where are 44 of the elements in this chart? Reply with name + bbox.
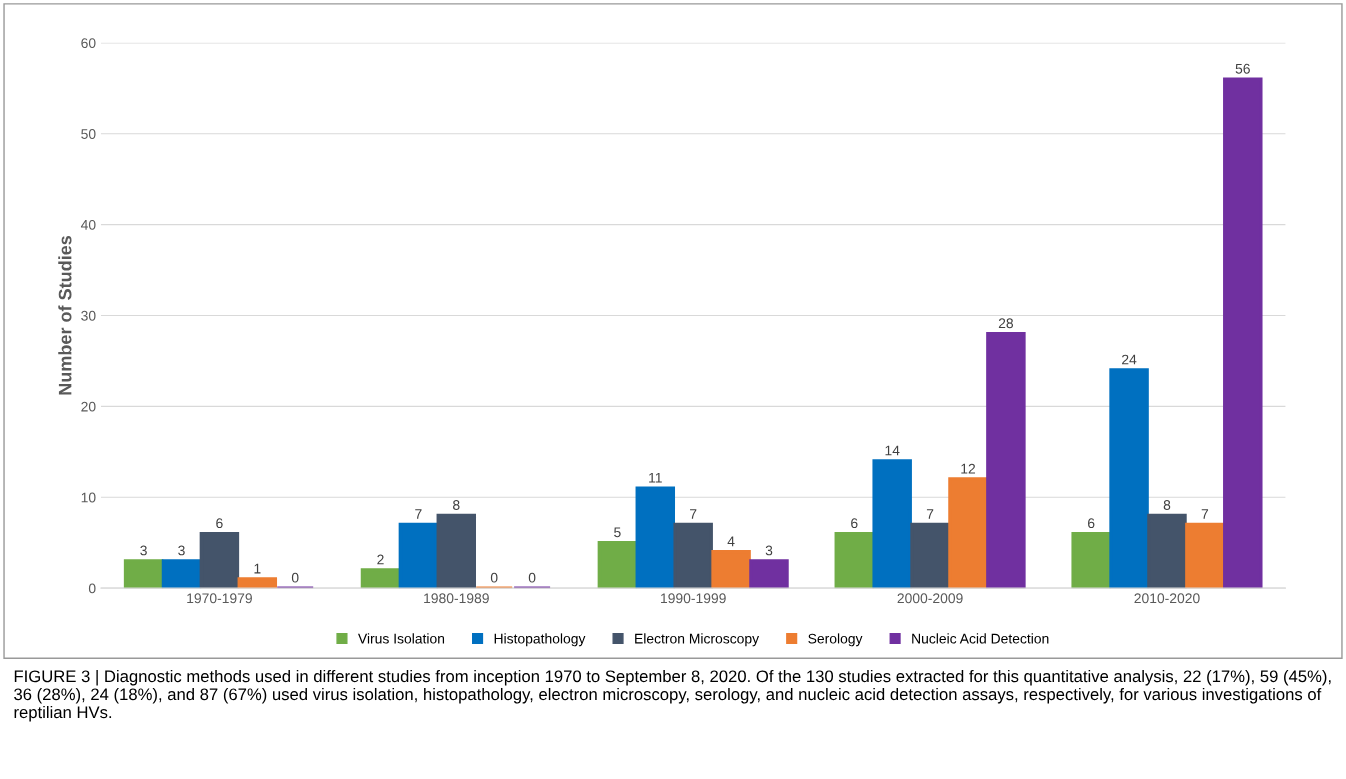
y-tick-label: 30 [81,310,96,321]
data-label: 6 [216,518,223,529]
data-label: 7 [415,509,422,519]
data-label: 2 [377,554,384,565]
data-label: 24 [1122,354,1137,365]
caption: FIGURE 3 | Diagnostic methods used in different studies from inception 1970 to September 8, 2020. Of the 130 studies extracted for this quantitative analysis, 22 (17%), 59 (45%), 36 (28%), 24 (18%), and 87 (67%) used virus isolation, histopathology, electron microscopy, serology, and nucleic acid detection assays, respectively, for various investigations of reptilian HVs. [14,669,1331,722]
data-label: 0 [490,572,498,583]
data-label: 56 [1235,63,1250,74]
legend-label: Histopathology [494,633,586,647]
data-label: 6 [851,518,858,529]
data-label: 11 [649,472,662,483]
data-label: 7 [926,509,934,519]
data-label: 3 [178,545,185,556]
data-label: 6 [1088,518,1095,529]
x-tick-label: 2010-2020 [1134,593,1200,604]
data-label: 12 [961,463,976,474]
data-label: 8 [1163,500,1171,510]
data-label: 8 [453,500,460,510]
y-tick-label: 50 [81,129,96,139]
y-tick-label: 20 [81,401,96,412]
data-label: 7 [690,509,697,519]
legend-label: Nucleic Acid Detection [912,633,1049,644]
data-label: 7 [1201,509,1209,519]
y-tick-label: 10 [81,492,96,503]
data-label: 28 [998,318,1014,329]
x-tick-label: 2000-2009 [897,593,963,604]
y-tick-label: 0 [88,583,96,594]
y-tick-label: 60 [81,38,96,49]
data-label: 0 [291,572,299,583]
data-label: 14 [885,445,900,456]
x-tick-label: 1980-1989 [424,593,489,604]
legend-label: Virus Isolation [358,633,445,644]
data-label: 3 [140,545,147,556]
data-label: 3 [765,545,773,556]
y-axis-title: Number of Studies [58,235,72,395]
legend-label: Serology [808,633,863,647]
data-label: 0 [528,572,536,583]
legend-label: Electron Microscopy [635,633,760,647]
data-label: 5 [614,527,621,538]
x-tick-label: 1970-1979 [187,593,252,604]
data-label: 1 [254,563,261,574]
y-tick-label: 40 [80,219,96,230]
x-tick-label: 1990-1999 [661,593,726,604]
data-label: 4 [727,536,735,547]
